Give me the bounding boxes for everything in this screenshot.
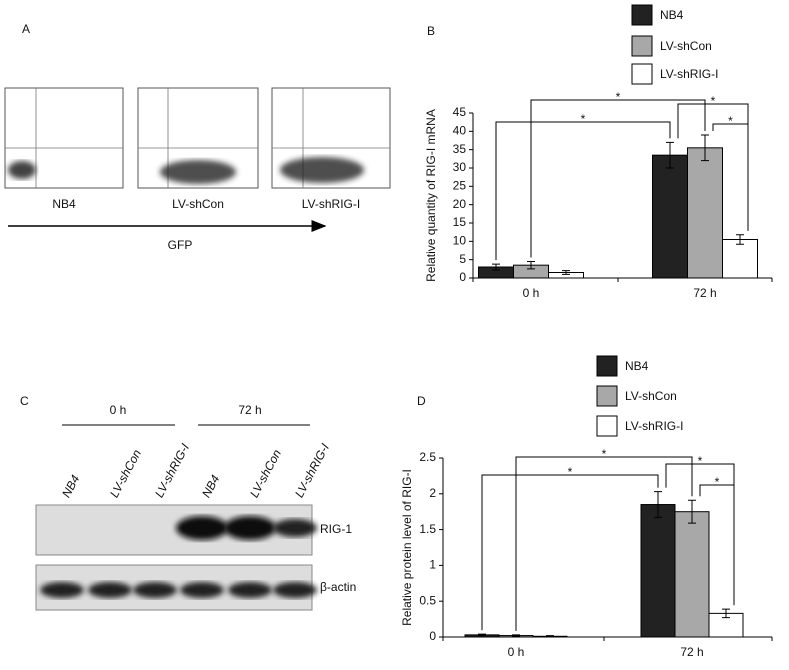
error-bar xyxy=(688,499,696,524)
bar xyxy=(674,511,710,638)
error-bar xyxy=(722,608,730,619)
legend-swatch xyxy=(596,355,618,377)
legend-label: NB4 xyxy=(660,8,684,22)
axis-label: GFP xyxy=(168,238,193,252)
y-tick-label: 25 xyxy=(453,179,467,193)
y-tick-label: 20 xyxy=(453,197,467,211)
significance-bracket xyxy=(530,99,706,258)
panel-label: D xyxy=(417,394,426,408)
band-label: β-actin xyxy=(320,580,356,594)
panel-label: A xyxy=(22,22,30,36)
y-tick-label: 15 xyxy=(453,215,467,229)
y-axis-label: Relative protein level of RIG-I xyxy=(400,469,414,626)
band-label: RIG-1 xyxy=(320,522,352,536)
y-tick-label: 10 xyxy=(453,234,467,248)
timepoint-label: 0 h xyxy=(110,403,127,417)
significance-bracket xyxy=(481,474,659,631)
y-axis-label: Relative quantity of RIG-I mRNA xyxy=(424,109,438,282)
y-tick-label: 1 xyxy=(429,558,436,572)
legend-label: LV-shCon xyxy=(625,389,677,403)
significance-bracket xyxy=(515,456,693,631)
y-tick-label: 0 xyxy=(429,629,436,643)
y-tick-label: 40 xyxy=(453,124,467,138)
y-tick-label: 2.5 xyxy=(419,450,436,464)
error-bar xyxy=(666,141,674,169)
error-bar xyxy=(736,234,744,245)
x-tick-label: 0 h xyxy=(523,286,540,300)
y-tick-label: 5 xyxy=(459,252,466,266)
western-blot xyxy=(35,424,317,611)
error-bar xyxy=(701,134,709,162)
legend-swatch xyxy=(596,415,618,437)
significance-star: * xyxy=(711,94,716,108)
error-bar xyxy=(654,491,662,518)
error-bar xyxy=(527,261,535,270)
bar xyxy=(652,154,688,279)
y-tick-label: 0 xyxy=(459,270,466,284)
sample-label: LV-shRIG-I xyxy=(302,197,360,211)
significance-bracket xyxy=(665,463,735,606)
bar xyxy=(640,504,676,638)
panel-label: B xyxy=(427,24,435,38)
lane-label: LV-shRIG-I xyxy=(152,441,192,500)
legend-swatch xyxy=(631,35,653,57)
bar xyxy=(687,147,723,279)
lane-label: LV-shRIG-I xyxy=(292,441,332,500)
significance-star: * xyxy=(728,114,733,128)
y-tick-label: 0.5 xyxy=(419,593,436,607)
y-tick-label: 1.5 xyxy=(419,522,436,536)
significance-bracket xyxy=(495,121,671,261)
flow-plots xyxy=(4,87,391,232)
error-bar xyxy=(546,635,554,638)
legend-swatch xyxy=(596,385,618,407)
significance-bracket xyxy=(677,103,749,231)
significance-star: * xyxy=(715,475,720,489)
lane-label: NB4 xyxy=(199,472,222,499)
significance-star: * xyxy=(581,112,586,126)
legend-label: LV-shRIG-I xyxy=(660,67,718,81)
y-tick-label: 30 xyxy=(453,160,467,174)
significance-star: * xyxy=(602,447,607,461)
error-bar xyxy=(492,263,500,271)
y-tick-label: 45 xyxy=(453,105,467,119)
error-bar xyxy=(478,633,486,637)
significance-star: * xyxy=(616,90,621,104)
y-tick-label: 35 xyxy=(453,142,467,156)
legend-swatch xyxy=(631,4,653,26)
x-tick-label: 72 h xyxy=(680,645,703,659)
x-tick-label: 0 h xyxy=(508,645,525,659)
lane-label: NB4 xyxy=(59,472,82,499)
lane-label: LV-shCon xyxy=(107,447,144,500)
bar xyxy=(722,239,758,279)
sample-label: LV-shCon xyxy=(172,197,224,211)
legend-label: NB4 xyxy=(625,359,649,373)
x-tick-label: 72 h xyxy=(693,286,716,300)
error-bar xyxy=(512,634,520,637)
legend-label: LV-shRIG-I xyxy=(625,419,683,433)
lane-label: LV-shCon xyxy=(247,447,284,500)
legend-swatch xyxy=(631,63,653,85)
significance-star: * xyxy=(698,454,703,468)
significance-star: * xyxy=(568,465,573,479)
error-bar xyxy=(562,270,570,275)
panel-label: C xyxy=(20,394,29,408)
y-tick-label: 2 xyxy=(429,486,436,500)
timepoint-label: 72 h xyxy=(238,403,261,417)
legend-label: LV-shCon xyxy=(660,39,712,53)
sample-label: NB4 xyxy=(52,197,76,211)
